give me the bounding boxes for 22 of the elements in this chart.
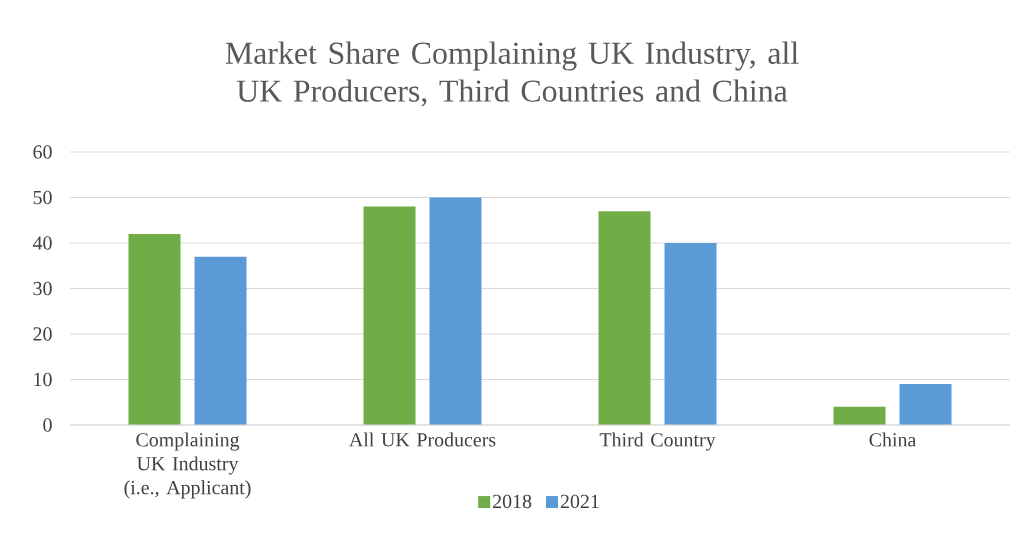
bar	[664, 242, 717, 425]
y-tick-label: 10	[34, 372, 52, 387]
x-tick-label: Third Country	[599, 432, 716, 451]
x-tick-label: Complaining UK Industry (i.e., Applicant)	[124, 432, 251, 499]
bar	[429, 197, 482, 425]
bar	[899, 384, 952, 425]
y-tick-label: 60	[33, 145, 52, 159]
legend-label: 2018	[493, 494, 532, 509]
legend-label: 2021	[560, 494, 599, 509]
x-tick-label: China	[869, 432, 917, 447]
bar	[598, 211, 651, 425]
bar	[833, 406, 886, 425]
y-tick-label: 0	[43, 418, 52, 432]
y-tick-label: 50	[33, 190, 52, 205]
bar	[194, 256, 247, 425]
x-tick-label: All UK Producers	[349, 432, 496, 447]
y-tick-label: 40	[32, 236, 52, 250]
chart-title: Market Share Complaining UK Industry, all UK Producers, Third Countries and China	[225, 41, 799, 107]
bar	[128, 233, 181, 425]
y-tick-label: 30	[33, 281, 52, 296]
bar	[363, 206, 416, 425]
y-tick-label: 20	[33, 327, 52, 341]
